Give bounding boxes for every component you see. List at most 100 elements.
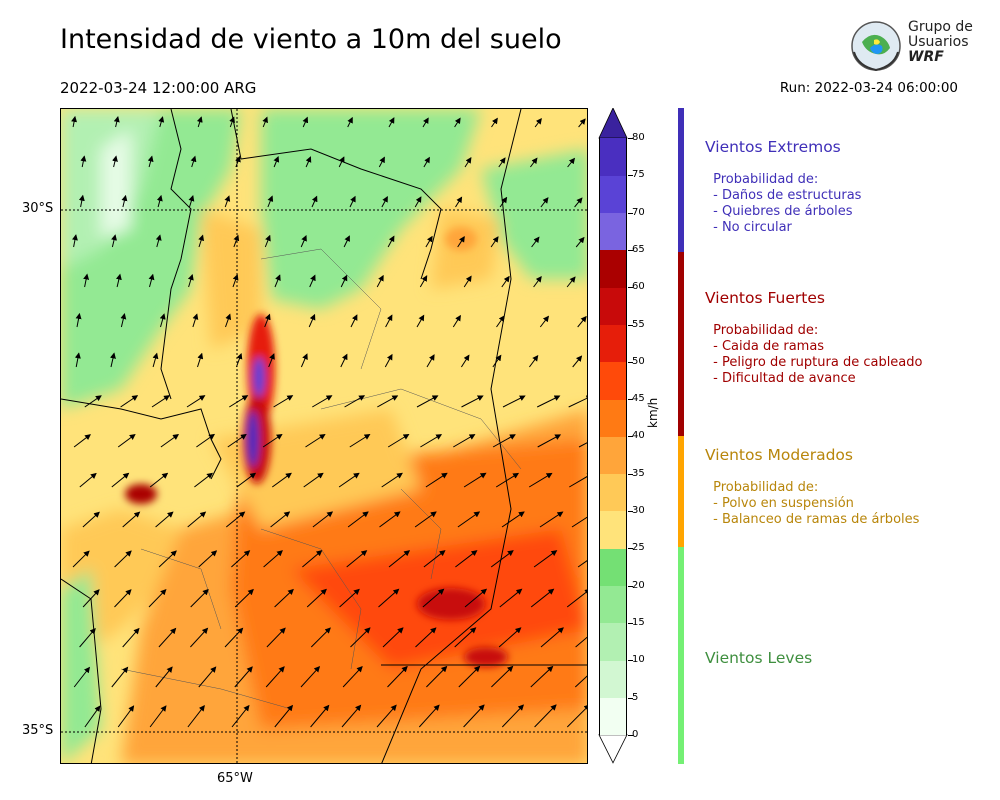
wind-arrow [346, 550, 368, 568]
extreme-description: Probabilidad de: - Daños de estructuras … [713, 172, 862, 235]
colorbar-level [599, 175, 627, 214]
wind-arrow [460, 354, 470, 368]
wind-arrow [155, 511, 174, 528]
wind-arrow [492, 434, 516, 448]
colorbar-tick-label: 55 [632, 318, 645, 330]
wind-arrow [114, 589, 132, 608]
colorbar-tick [628, 212, 633, 214]
wind-arrow [147, 155, 154, 168]
colorbar-min-extension [598, 734, 628, 764]
colorbar-tick [628, 548, 633, 550]
wind-arrow [385, 314, 393, 328]
wind-arrow [423, 156, 430, 168]
wind-arrow [121, 194, 128, 208]
wind-arrow [539, 511, 564, 528]
colorbar-max-extension [598, 108, 628, 139]
colorbar-frame [599, 138, 627, 735]
wind-arrow [578, 118, 586, 128]
wind-arrow [454, 117, 461, 128]
wind-vectors [71, 115, 587, 728]
colorbar-level [599, 697, 627, 736]
wind-arrow [122, 511, 141, 528]
wind-arrow [382, 627, 404, 648]
colorbar-tick-label: 0 [632, 728, 639, 740]
colorbar-tick-label: 80 [632, 132, 645, 143]
wind-arrow [263, 550, 283, 568]
wind-arrow [155, 666, 173, 688]
wind-arrow [578, 442, 587, 448]
wind-arrow [111, 472, 130, 488]
lat-label-30s: 30°S [22, 201, 54, 216]
wind-arrow [453, 434, 476, 448]
colorbar-tick [628, 399, 633, 401]
wind-arrow [378, 588, 400, 608]
wind-arrow [490, 550, 514, 568]
wind-arrow [463, 275, 472, 288]
logo-text-line1: Grupo de [908, 19, 973, 35]
wind-arrow [148, 273, 155, 288]
wind-arrow [231, 550, 251, 568]
wind-arrow [82, 589, 100, 608]
wind-arrow [490, 236, 499, 248]
wind-arrow [79, 472, 97, 488]
wind-arrow [312, 511, 334, 528]
wind-arrow [379, 511, 401, 528]
light-title: Vientos Leves [705, 649, 813, 667]
wind-arrow [72, 550, 90, 568]
wind-arrow [190, 588, 209, 608]
wind-arrow [115, 273, 122, 288]
wind-arrow [491, 117, 498, 128]
wind-arrow [158, 116, 165, 128]
wind-arrow [387, 665, 408, 688]
wind-arrow [156, 194, 163, 208]
extreme-title: Vientos Extremos [705, 138, 841, 156]
wind-arrow [566, 276, 576, 288]
colorbar-level [599, 511, 627, 549]
colorbar-tick-label: 75 [632, 169, 645, 181]
colorbar-tick [628, 585, 633, 587]
wind-arrow [196, 433, 216, 448]
wind-arrow [75, 312, 82, 328]
wind-arrow [415, 627, 437, 648]
wind-arrow [492, 354, 502, 368]
wind-arrow [274, 588, 294, 608]
wind-arrow [458, 665, 481, 688]
wind-arrow [540, 627, 564, 648]
wind-arrow [273, 395, 294, 408]
wind-arrow [457, 511, 481, 528]
province-borders [61, 109, 587, 763]
colorbar-level [599, 249, 627, 288]
wind-arrow [225, 511, 246, 528]
wind-arrow [340, 274, 348, 288]
wind-arrow [528, 354, 539, 368]
wind-arrow [111, 234, 117, 248]
wind-map[interactable] [60, 108, 588, 764]
wind-arrow [112, 155, 118, 168]
moderate-description: Probabilidad de: - Polvo en suspensión -… [713, 480, 920, 527]
wind-arrow [78, 194, 85, 208]
wind-arrow [501, 511, 525, 528]
colorbar-level [599, 585, 627, 624]
wind-arrow [350, 314, 358, 328]
group-logo: Grupo de Usuarios WRF [848, 18, 978, 74]
colorbar-tick [628, 622, 633, 624]
colorbar-level [599, 361, 627, 400]
wind-arrow [343, 235, 350, 248]
colorbar-tick [628, 175, 633, 177]
wind-arrow [387, 235, 395, 248]
colorbar-level [599, 548, 627, 587]
wind-arrow [187, 511, 207, 528]
logo-text-line3: WRF [908, 49, 944, 65]
colorbar-tick [628, 511, 633, 512]
wind-arrow [461, 395, 484, 408]
wind-arrow [152, 352, 159, 368]
wind-arrow [110, 352, 116, 368]
wind-arrow [300, 353, 308, 368]
wind-arrow [198, 550, 218, 568]
wind-arrow [496, 315, 505, 328]
colorbar-tick-label: 10 [632, 654, 645, 666]
graticule [61, 109, 587, 763]
wind-arrow [566, 704, 587, 728]
wind-arrow [158, 550, 177, 568]
colorbar-tick [628, 734, 633, 736]
